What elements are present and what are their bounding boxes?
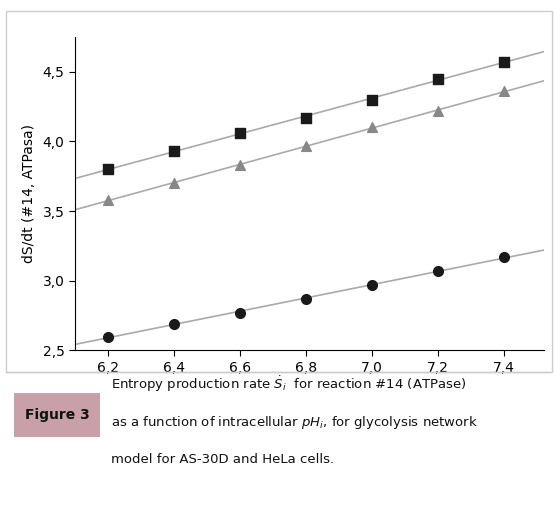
Point xyxy=(368,123,377,132)
Point xyxy=(500,253,509,261)
Point xyxy=(434,74,443,83)
Point xyxy=(170,320,179,328)
Point xyxy=(500,87,509,95)
Point xyxy=(104,165,113,173)
Text: Entropy production rate $\dot{S}_i$  for reaction #14 (ATPase): Entropy production rate $\dot{S}_i$ for … xyxy=(111,374,466,394)
Point xyxy=(434,106,443,115)
Point xyxy=(302,141,311,150)
Point xyxy=(170,147,179,155)
Text: Figure 3: Figure 3 xyxy=(24,408,89,422)
Point xyxy=(170,179,179,188)
X-axis label: $pH_i$: $pH_i$ xyxy=(296,382,322,401)
Y-axis label: dS/dt (#14, ATPasa): dS/dt (#14, ATPasa) xyxy=(22,124,36,263)
Point xyxy=(236,161,245,169)
Point xyxy=(236,309,245,317)
Point xyxy=(302,295,311,303)
Point xyxy=(236,129,245,137)
Point xyxy=(368,95,377,104)
Point xyxy=(104,333,113,341)
Point xyxy=(302,113,311,122)
Point xyxy=(434,267,443,275)
Point xyxy=(368,281,377,289)
Text: model for AS-30D and HeLa cells.: model for AS-30D and HeLa cells. xyxy=(111,453,334,466)
Point xyxy=(104,196,113,204)
Text: as a function of intracellular $pH_i$, for glycolysis network: as a function of intracellular $pH_i$, f… xyxy=(111,414,478,431)
Point xyxy=(500,58,509,66)
